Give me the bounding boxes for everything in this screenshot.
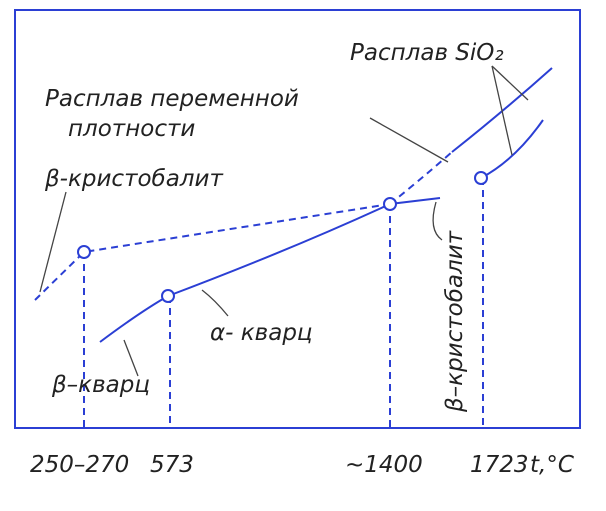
label: β–кристобалит [442, 230, 468, 413]
quartz-curve [99, 197, 441, 343]
axis-label: 573 [150, 452, 194, 478]
label: Расплав SiO₂ [350, 40, 504, 66]
leader-lines [39, 65, 529, 377]
frame [14, 9, 581, 429]
label: Расплав переменной [45, 86, 299, 112]
label: плотности [68, 116, 195, 142]
melt-curve [451, 67, 553, 153]
label: α- кварц [210, 320, 313, 346]
axis-label: 250–270 [30, 452, 129, 478]
cristobalite-upper-curve [480, 119, 544, 179]
axis-label: 1723 [470, 452, 529, 478]
axis-label: ~1400 [345, 452, 423, 478]
label: β-кристобалит [44, 166, 223, 192]
points [77, 171, 488, 303]
axis-unit: t,°C [530, 452, 574, 478]
verticals [83, 178, 484, 428]
label: β–кварц [51, 372, 150, 398]
melt-variable-curve [389, 151, 453, 205]
